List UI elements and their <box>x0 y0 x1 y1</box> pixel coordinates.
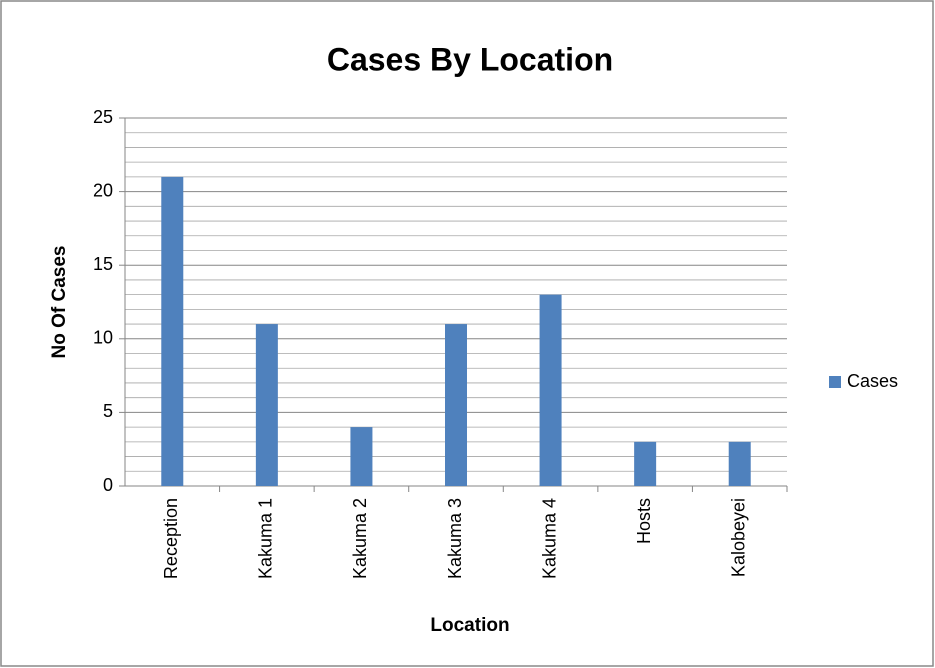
y-tick-label: 0 <box>103 475 113 495</box>
bar <box>255 324 278 486</box>
bar <box>634 441 657 486</box>
x-axis-title: Location <box>430 615 509 636</box>
y-tick-label: 10 <box>93 328 113 348</box>
bar <box>161 176 184 486</box>
legend-swatch <box>829 376 841 388</box>
x-tick-label: Kakuma 3 <box>445 498 465 579</box>
y-tick-label: 20 <box>93 180 113 200</box>
x-tick-label: Kalobeyei <box>728 498 748 577</box>
chart-title: Cases By Location <box>327 41 613 77</box>
bar <box>350 427 373 486</box>
x-tick-label: Reception <box>161 498 181 579</box>
bar <box>539 294 562 486</box>
y-axis-title: No Of Cases <box>49 246 70 359</box>
x-tick-label: Hosts <box>634 498 654 544</box>
legend-label: Cases <box>847 371 898 391</box>
y-tick-label: 5 <box>103 401 113 421</box>
x-tick-label: Kakuma 1 <box>256 498 276 579</box>
bar <box>728 441 751 486</box>
x-tick-label: Kakuma 2 <box>350 498 370 579</box>
x-tick-label: Kakuma 4 <box>539 498 559 579</box>
y-tick-label: 15 <box>93 254 113 274</box>
bar <box>445 324 467 486</box>
y-tick-label: 25 <box>93 107 113 127</box>
